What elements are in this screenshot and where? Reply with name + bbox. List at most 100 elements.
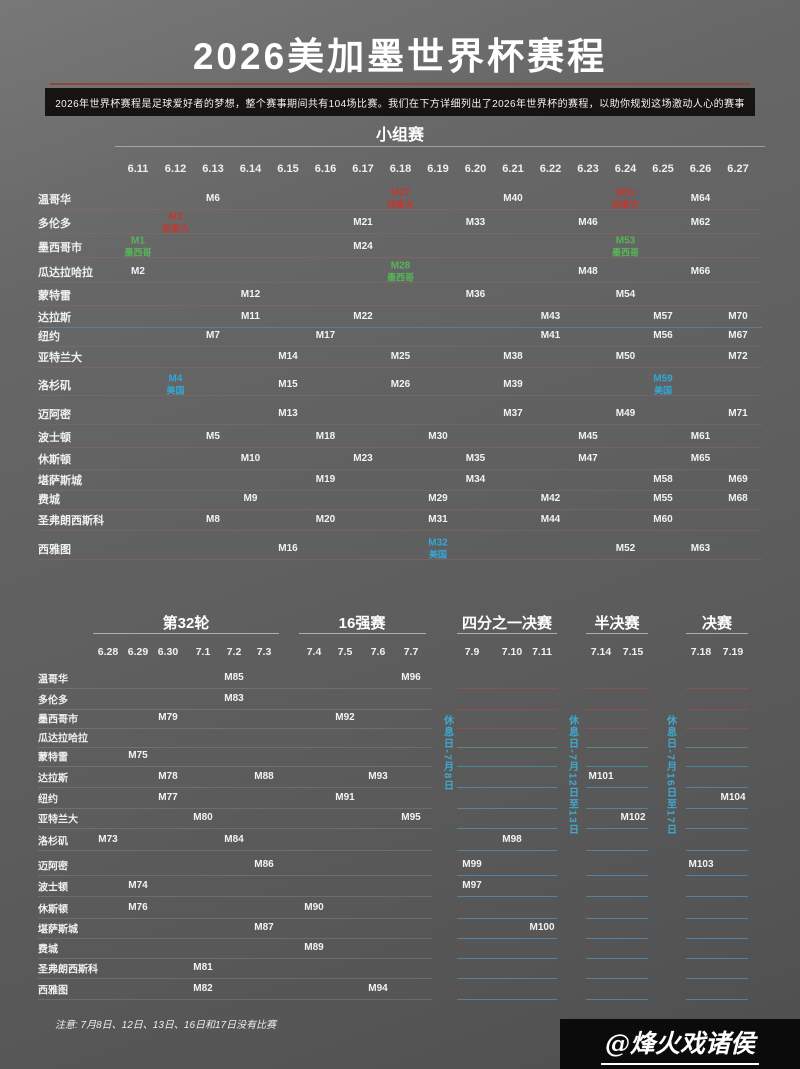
match-cell-M6: M6 [206, 193, 220, 205]
row-divider [686, 958, 748, 959]
row-divider [686, 766, 748, 767]
row-divider [457, 747, 557, 748]
match-number: M90 [304, 901, 324, 913]
page-title: 2026美加墨世界杯赛程 [192, 36, 608, 77]
row-divider [457, 709, 557, 710]
city-label: 休斯顿 [38, 454, 71, 466]
row-divider [38, 282, 762, 283]
match-cell-M79: M79 [158, 711, 178, 724]
stage-underline [686, 633, 748, 634]
row-divider [38, 530, 762, 531]
row-divider [457, 999, 557, 1000]
match-number: M20 [315, 513, 336, 525]
match-cell-M56: M56 [653, 330, 672, 342]
row-divider [38, 728, 432, 729]
match-number: M49 [615, 407, 636, 419]
match-cell-M103: M103 [688, 859, 713, 871]
city-label: 堪萨斯城 [38, 475, 82, 487]
team-tag: 美国 [653, 385, 673, 395]
row-divider [38, 559, 762, 560]
city-label: 波士顿 [38, 882, 68, 894]
match-number: M39 [503, 378, 523, 390]
city-label: 费城 [38, 944, 58, 956]
row-divider [38, 896, 432, 897]
date-header: 7.3 [256, 646, 272, 658]
match-cell-M16: M16 [278, 543, 297, 555]
match-number: M77 [158, 791, 178, 803]
subtitle-text: 2026年世界杯赛程是足球爱好者的梦想，整个赛事期间共有104场比赛。我们在下方… [55, 98, 745, 110]
match-number: M34 [465, 473, 486, 485]
row-divider [586, 787, 648, 788]
match-number: M99 [462, 858, 482, 870]
city-label: 瓜达拉哈拉 [38, 733, 88, 745]
city-label: 西雅图 [38, 985, 68, 997]
match-number: M95 [401, 811, 421, 823]
date-header: 7.2 [226, 646, 242, 658]
match-number: M91 [335, 791, 355, 803]
date-header: 6.24 [614, 163, 637, 175]
match-cell-M90: M90 [304, 901, 324, 914]
match-number: M75 [128, 749, 148, 761]
row-divider [457, 787, 557, 788]
city-label: 蒙特雷 [38, 290, 71, 302]
row-divider [686, 875, 748, 876]
stage-underline [299, 633, 426, 634]
match-number: M33 [465, 216, 486, 228]
date-header: 7.7 [403, 646, 419, 658]
footer-note: 注意: 7月8日、12日、13日、16日和17日没有比赛 [55, 1020, 277, 1031]
date-header: 7.6 [370, 646, 386, 658]
match-number: M57 [653, 310, 673, 322]
row-divider [686, 709, 748, 710]
date-header: 7.10 [501, 646, 523, 658]
match-cell-M96: M96 [401, 672, 420, 684]
match-number: M48 [578, 265, 598, 277]
match-number: M69 [728, 473, 748, 485]
match-number: M18 [315, 430, 336, 442]
match-number: M51 [615, 187, 636, 199]
subtitle-bar: 2026年世界杯赛程是足球爱好者的梦想，整个赛事期间共有104场比赛。我们在下方… [45, 88, 755, 116]
match-number: M79 [158, 711, 178, 723]
match-cell-M98: M98 [502, 834, 521, 846]
match-cell-M69: M69 [728, 473, 748, 486]
city-label: 亚特兰大 [38, 352, 82, 364]
row-divider [38, 469, 762, 470]
date-header: 7.15 [622, 646, 644, 658]
match-number: M76 [128, 901, 148, 913]
match-cell-M18: M18 [315, 430, 336, 443]
match-cell-M19: M19 [316, 474, 335, 486]
city-label: 亚特兰大 [38, 814, 78, 826]
stage-underline [586, 633, 648, 634]
match-cell-M80: M80 [193, 812, 212, 824]
match-number: M2 [131, 265, 145, 277]
row-divider [686, 747, 748, 748]
date-header: 7.4 [306, 646, 322, 658]
row-divider [586, 709, 648, 710]
stage-title: 16强赛 [338, 615, 386, 632]
match-number: M70 [728, 310, 748, 322]
row-divider [457, 918, 557, 919]
match-number: M73 [98, 833, 118, 845]
city-label: 费城 [38, 494, 60, 506]
city-label: 迈阿密 [38, 409, 71, 421]
match-cell-M84: M84 [224, 834, 243, 846]
row-divider [38, 257, 762, 258]
match-number: M30 [428, 430, 448, 442]
row-divider [38, 367, 762, 368]
match-number: M24 [353, 240, 373, 252]
match-cell-M82: M82 [193, 983, 212, 995]
match-cell-M40: M40 [503, 193, 522, 205]
match-number: M41 [540, 329, 561, 341]
match-cell-M4: M4 美国 [166, 374, 184, 396]
match-cell-M27: M27 加拿大 [387, 188, 414, 210]
city-label: 墨西哥市 [38, 242, 82, 254]
match-cell-M65: M65 [691, 453, 710, 465]
match-cell-M87: M87 [254, 922, 273, 934]
match-cell-M85: M85 [224, 672, 243, 684]
match-cell-M89: M89 [304, 942, 323, 954]
group-stage-underline [115, 146, 765, 147]
match-cell-M97: M97 [462, 880, 481, 892]
row-divider [38, 327, 762, 328]
match-number: M32 [428, 537, 448, 549]
match-number: M45 [578, 430, 598, 442]
row-divider [686, 828, 748, 829]
